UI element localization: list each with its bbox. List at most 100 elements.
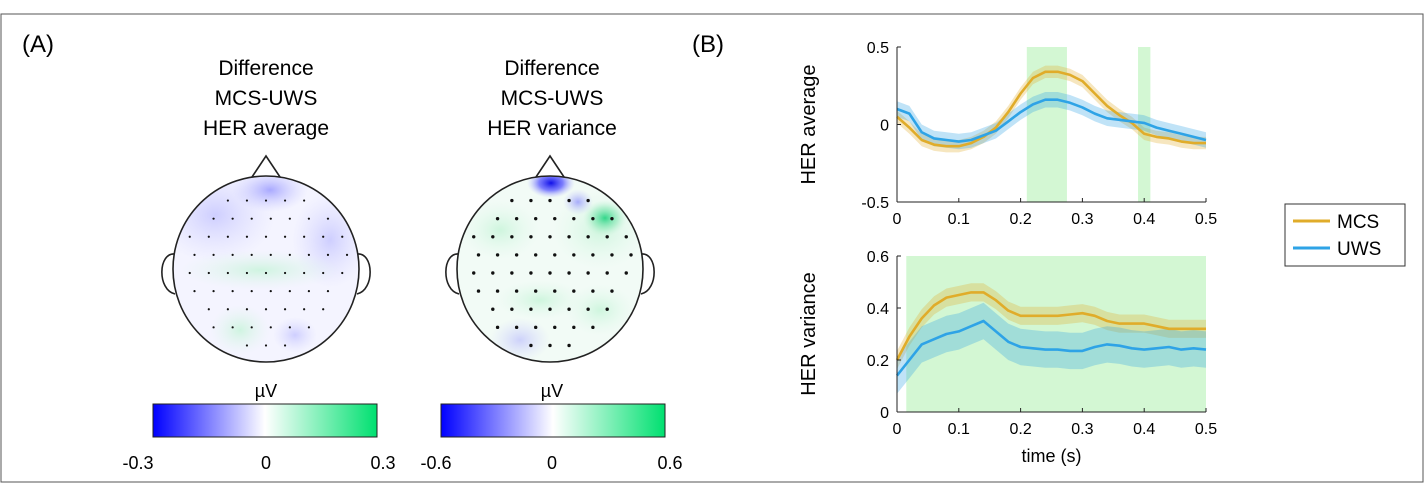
x-tick-label: 0.5 [1195,211,1217,228]
electrode-dot [231,217,234,220]
electrode-dot [548,307,552,311]
electrode-dot [212,217,215,220]
electrode-dot [303,271,306,275]
electrode-dot [553,325,557,330]
electrode-dot [322,235,325,238]
electrode-dot [514,289,519,293]
electrode-dot [283,344,287,347]
electrode-dot [231,290,234,293]
x-tick-label: 0.3 [1071,421,1093,438]
electrode-dot [288,217,291,220]
electrode-dot [572,216,576,221]
electrode-dot [529,198,533,203]
electrode-dot [193,290,196,293]
electrode-dot [226,308,229,311]
legend: MCS UWS [1284,203,1406,267]
colorbar-tick-zero: 0 [261,453,271,473]
colorbar-unit: µV [255,381,277,401]
electrode-dot [250,326,253,329]
electrode-dot [307,217,310,220]
electrode-dot [553,289,557,293]
map-title-line-3: HER average [203,117,329,140]
electrode-dot [250,253,253,256]
electrode-dot [326,290,330,293]
y-tick-label: 0.5 [867,40,889,57]
electrode-dot [193,253,196,256]
electrode-dot [283,199,287,202]
electrode-dot [212,290,215,293]
x-tick-label: 0.2 [1009,421,1031,438]
electrode-dot [322,271,325,275]
series-line-mcs [895,291,1206,361]
series-error-band-mcs [897,283,1206,370]
map-title-line-2: MCS-UWS [501,87,604,110]
electrode-dot [572,325,576,330]
electrode-dot [624,235,628,239]
electrode-dot [548,198,552,203]
electrode-dot [586,235,590,239]
electrode-dot [472,271,476,275]
electrode-dot [514,216,519,221]
nose-shape [251,154,281,178]
electrode-dot [288,253,291,256]
electrode-dot [245,271,249,275]
electrode-dot [591,216,595,221]
electrode-dot [591,325,595,330]
x-tick-label: 0.4 [1133,211,1155,228]
plot-her-variance: 0 0.1 0.2 0.3 0.4 0.5 0 0.2 0.4 0.6 HER variance ti… [798,249,1217,466]
electrode-dot [510,198,514,203]
colorbar-tick-min: -0.6 [420,453,451,473]
electrode-dot [264,344,268,347]
electrode-dot [495,289,500,293]
electrode-dot [495,216,500,221]
series-line-uws [895,319,1207,377]
significance-window [906,256,1206,412]
significance-window [1138,47,1151,202]
head-outline [456,175,644,363]
electrode-dot [476,253,481,257]
electrode-dot [529,235,533,239]
electrode-dot [307,326,310,329]
electrode-dot [567,343,571,348]
electrode-dot [250,290,253,293]
electrode-dot [586,271,590,275]
electrode-dot [534,325,538,330]
electrode-dot [303,235,306,238]
x-tick-label: 0.5 [1195,421,1217,438]
electrode-dot [591,253,595,257]
electrode-dot [264,199,268,202]
electrode-dot [610,253,614,257]
legend-label-uws: UWS [1337,239,1381,260]
panel-a-label: (A) [22,31,54,58]
y-axis-label: HER average [798,64,820,184]
nose-shape [535,154,565,178]
panel-b-label: (B) [692,31,724,58]
series-error-band-uws [897,91,1206,150]
x-tick-label: 0.1 [948,211,970,228]
electrode-dot [472,235,476,239]
electrode-dot [303,308,306,311]
electrode-dot [231,326,234,329]
map-title-line-1: Difference [504,57,599,80]
series-error-band-mcs [897,65,1206,153]
electrode-dot [610,216,614,221]
colorbar [440,403,666,438]
electrode-dot [495,253,500,257]
electrode-dot [303,199,306,202]
electrode-dot [345,253,349,256]
electrode-dot [269,217,272,220]
electrode-dot [534,289,538,293]
electrode-dot [572,253,576,257]
series-line-uws [896,98,1207,143]
electrode-dot [307,253,310,256]
map-title-line-3: HER variance [487,117,617,140]
electrode-dot [567,307,571,311]
legend-box [1284,203,1406,267]
y-tick-label: 0 [880,118,889,135]
electrode-dot [529,271,533,275]
electrode-dot [188,235,191,238]
electrode-dot [629,253,633,257]
electrode-dot [226,199,229,202]
